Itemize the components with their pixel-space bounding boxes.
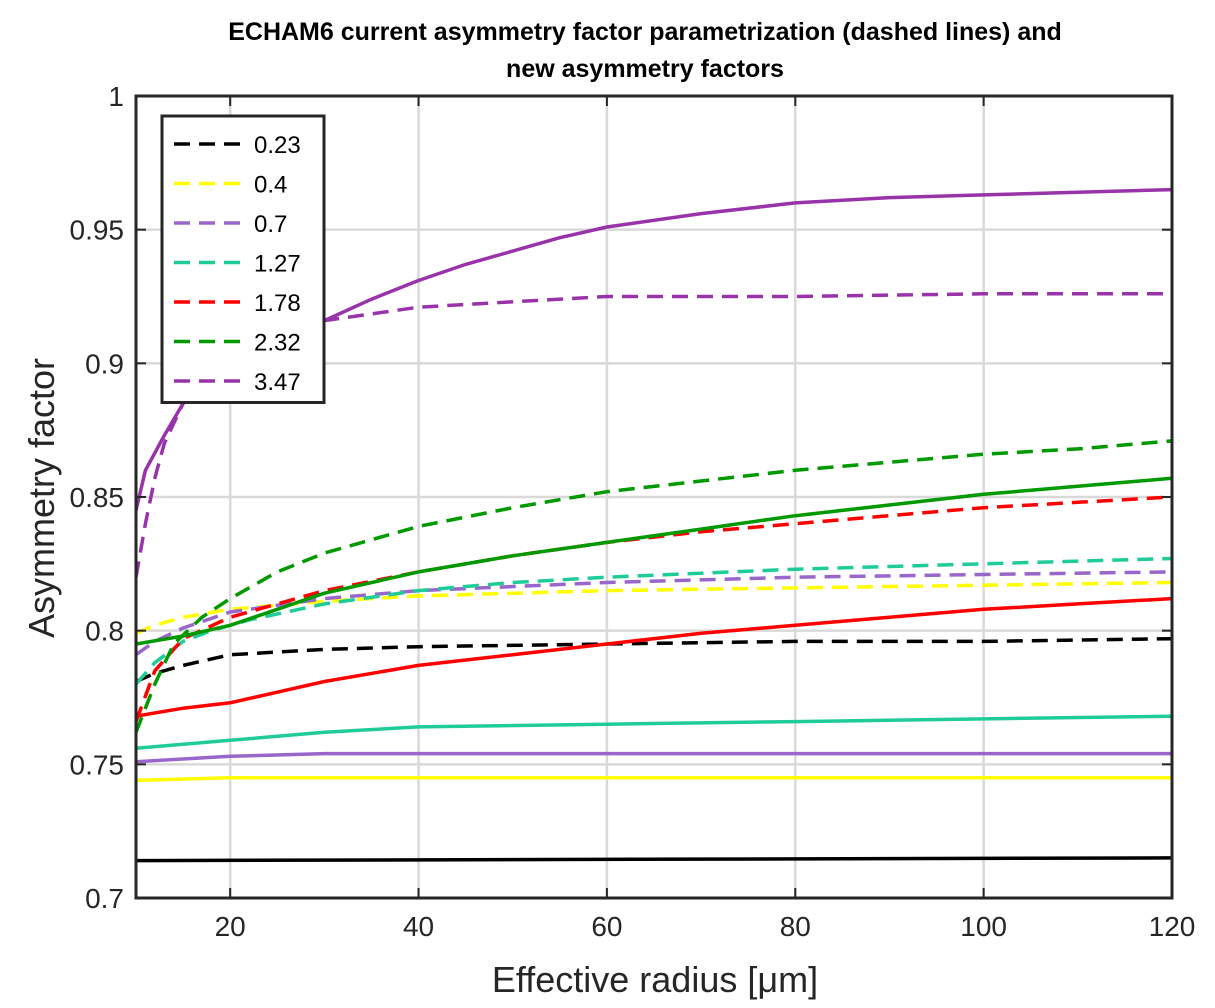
legend-label: 0.23 [254,132,301,159]
solid-series-line-11 [136,596,1172,718]
x-tick-label: 40 [403,911,434,942]
legend-label: 1.78 [254,290,301,317]
chart-title-line-2: new asymmetry factors [506,55,784,83]
solid-series-line-10 [136,714,1172,751]
solid-series-line-9 [136,751,1172,764]
dashed-series-line-5 [136,439,1172,733]
x-tick-label: 80 [780,911,811,942]
y-tick-label: 0.95 [70,215,125,246]
x-tick-label: 60 [591,911,622,942]
solid-series-line-8 [136,775,1172,783]
legend-label: 2.32 [254,330,301,357]
legend-label: 1.27 [254,251,301,278]
solid-series-line-7 [136,856,1172,863]
grid-layer [136,96,1172,898]
y-tick-label: 0.9 [85,348,124,379]
y-tick-label: 1 [108,81,124,112]
solid-series-line-12 [136,476,1172,646]
y-tick-label: 0.7 [85,883,124,914]
y-tick-label: 0.8 [85,616,124,647]
legend-label: 0.7 [254,211,287,238]
legend: 0.23 0.4 0.7 1.27 1.78 2.32 3.47 [160,114,326,404]
legend-label: 3.47 [254,369,301,396]
chart-title-line-1: ECHAM6 current asymmetry factor parametr… [228,18,1062,46]
y-axis-label: Asymmetry factor [21,358,62,638]
y-tick-label: 0.75 [70,749,125,780]
x-tick-label: 120 [1149,911,1196,942]
legend-box [160,114,326,404]
legend-label: 0.4 [254,172,287,199]
dashed-series-line-2 [136,570,1172,657]
tick-layer: 20 40 60 80 100 120 0.7 0.75 0.8 0.85 0.9 0.95 1 [70,81,1196,942]
y-tick-label: 0.85 [70,482,125,513]
dashed-series-line-3 [136,556,1172,686]
series-layer [136,187,1172,863]
x-tick-label: 20 [215,911,246,942]
x-tick-label: 100 [960,911,1007,942]
dashed-series-line-0 [136,636,1172,684]
x-axis-label: Effective radius [μm] [492,959,818,1000]
